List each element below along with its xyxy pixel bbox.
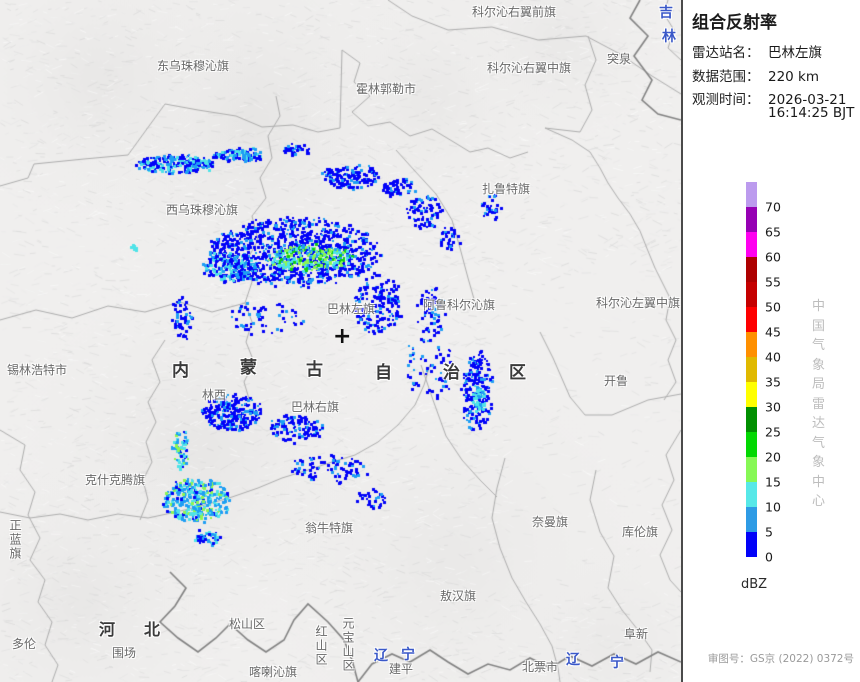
- legend-color-band: [746, 507, 757, 532]
- legend-color-band: [746, 482, 757, 507]
- legend-tick-label: 60: [765, 249, 781, 265]
- info-row: 雷达站名： 巴林左旗: [692, 41, 858, 61]
- legend-color-band: [746, 182, 757, 207]
- info-label: 数据范围：: [692, 68, 760, 85]
- legend-color-band: [746, 257, 757, 282]
- map-approval-number: 审图号：GS京 (2022) 0372号: [707, 653, 854, 665]
- info-row: 观测时间： 2026-03-21: [692, 88, 858, 108]
- legend-tick-label: 55: [765, 274, 781, 290]
- watermark-char: 心: [812, 494, 826, 509]
- legend-color-band: [746, 282, 757, 307]
- legend-color-band: [746, 207, 757, 232]
- radar-map: 东乌珠穆沁旗 科尔沁右翼前旗 霍林郭勒市 科尔沁右翼中旗 突泉 西乌珠穆沁旗 扎鲁特旗 巴林左…: [0, 0, 683, 682]
- watermark-char: 达: [812, 416, 826, 431]
- info-value: 2026-03-21: [768, 92, 847, 108]
- info-value: 220 km: [768, 68, 820, 85]
- watermark-char: 气: [812, 435, 826, 451]
- legend-unit-label: dBZ: [741, 577, 768, 592]
- legend-tick-label: 30: [765, 399, 781, 415]
- watermark-char: 中: [812, 299, 826, 314]
- legend-color-band: [746, 432, 757, 457]
- info-value: 巴林左旗: [768, 45, 822, 61]
- legend-tick-label: 65: [765, 224, 781, 240]
- info-label: 雷达站名：: [692, 45, 760, 61]
- legend-tick-label: 70: [765, 199, 781, 215]
- watermark-char: 局: [812, 377, 826, 392]
- watermark-char: 雷: [812, 396, 826, 412]
- legend-color-band: [746, 407, 757, 432]
- legend-tick-label: 15: [765, 474, 781, 490]
- legend-color-band: [746, 357, 757, 382]
- legend-tick-label: 20: [765, 449, 781, 465]
- legend-color-band: [746, 232, 757, 257]
- legend-tick-label: 25: [765, 424, 781, 440]
- info-row: 数据范围： 220 km: [692, 65, 858, 85]
- legend-tick-label: 45: [765, 324, 781, 340]
- legend-tick-label: 5: [765, 524, 773, 540]
- reflectivity-color-scale: 70 65 60 55 50 45 40 35 30 25 20 15 10 5 0: [683, 0, 860, 682]
- legend-color-band: [746, 457, 757, 482]
- legend-tick-label: 0: [765, 549, 773, 565]
- legend-tick-label: 40: [765, 349, 781, 365]
- legend-tick-label: 35: [765, 374, 781, 390]
- info-label: 观测时间：: [692, 92, 760, 108]
- product-title: 组合反射率: [692, 13, 777, 33]
- info-row: 16:14:25 BJT: [692, 105, 858, 121]
- watermark-char: 象: [812, 357, 826, 373]
- legend-color-band: [746, 532, 757, 557]
- legend-tick-label: 10: [765, 499, 781, 515]
- legend-color-band: [746, 307, 757, 332]
- watermark-char: 中: [812, 474, 826, 490]
- info-value: 16:14:25 BJT: [768, 105, 855, 121]
- watermark-char: 国: [812, 318, 826, 334]
- watermark-char: 象: [812, 455, 826, 470]
- legend-color-band: [746, 382, 757, 407]
- legend-tick-label: 50: [765, 299, 781, 315]
- legend-color-band: [746, 332, 757, 357]
- radar-echo-canvas: [0, 0, 681, 682]
- watermark-char: 气: [812, 338, 826, 353]
- info-panel: 组合反射率 雷达站名： 巴林左旗 数据范围： 220 km 观测时间： 2026-03-2…: [683, 0, 860, 682]
